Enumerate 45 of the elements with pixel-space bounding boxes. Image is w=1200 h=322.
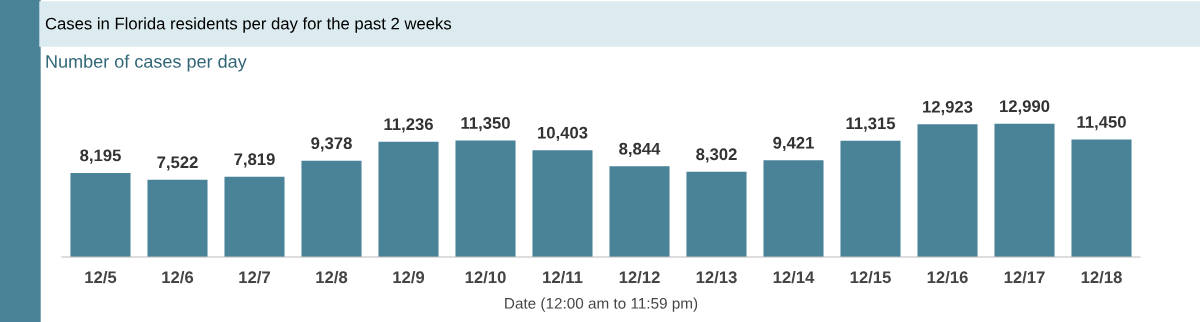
chart-title: Cases in Florida residents per day for the past 2 weeks: [45, 17, 452, 33]
data-label: 11,350: [461, 117, 510, 132]
data-label: 12,990: [1000, 100, 1050, 115]
bar: [686, 171, 747, 257]
x-tick-label: 12/16: [927, 270, 968, 284]
data-label: 11,450: [1077, 116, 1126, 131]
x-tick-label: 12/11: [543, 270, 583, 284]
bar: [455, 140, 516, 257]
x-tick-label: 12/9: [393, 270, 425, 284]
data-label: 8,302: [696, 148, 737, 163]
data-label: 9,378: [311, 137, 352, 152]
data-label: 10,403: [538, 126, 588, 142]
x-tick-label: 12/7: [239, 270, 270, 284]
data-label: 7,819: [234, 153, 275, 168]
bar: [917, 124, 978, 257]
bar: [609, 166, 670, 257]
bar: [994, 123, 1055, 257]
x-tick-label: 12/18: [1081, 270, 1122, 284]
x-tick-label: 12/15: [850, 270, 891, 284]
x-tick-label: 12/14: [773, 270, 815, 284]
data-label: 7,522: [157, 156, 198, 171]
data-label: 11,236: [384, 118, 433, 133]
chart-subtitle: Number of cases per day: [46, 54, 247, 72]
bar: [147, 179, 208, 257]
bar: [840, 140, 901, 257]
x-tick-label: 12/10: [465, 270, 506, 284]
x-tick-label: 12/12: [619, 270, 660, 284]
bar: [532, 150, 593, 257]
bar: [70, 172, 131, 257]
x-axis-title: Date (12:00 am to 11:59 pm): [505, 297, 698, 312]
bar: [301, 160, 362, 257]
x-tick-label: 12/5: [85, 270, 117, 284]
x-tick-label: 12/13: [696, 270, 737, 284]
data-label: 11,315: [846, 117, 896, 132]
x-tick-label: 12/8: [316, 270, 348, 284]
x-tick-label: 12/17: [1004, 270, 1045, 284]
bar: [378, 141, 439, 257]
data-label: 8,844: [619, 142, 661, 158]
data-label: 12,923: [923, 100, 973, 116]
bar: [224, 176, 285, 257]
bar: [1071, 139, 1132, 257]
data-label: 8,195: [80, 149, 121, 164]
x-tick-label: 12/6: [162, 270, 194, 284]
data-label: 9,421: [773, 136, 814, 152]
bar: [763, 160, 824, 257]
